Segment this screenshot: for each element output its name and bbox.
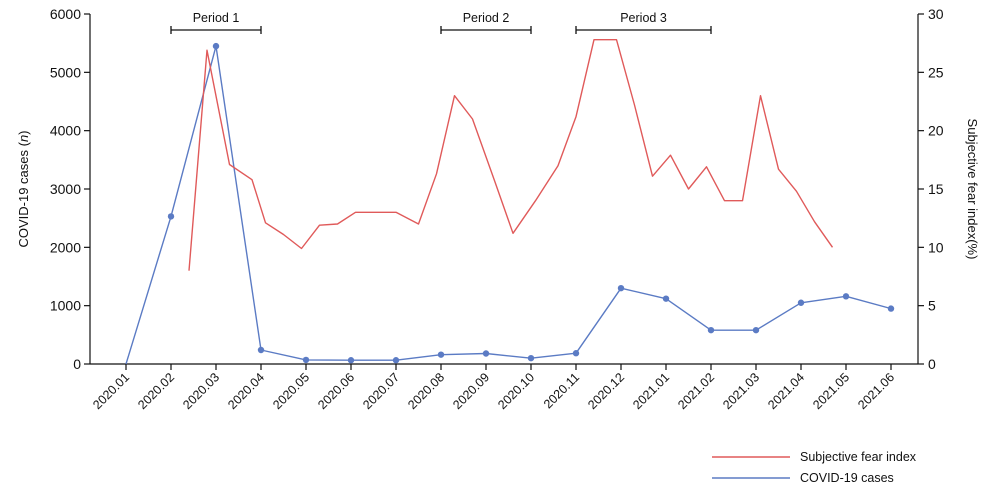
data-point: [527, 354, 535, 362]
y-left-tick-label: 1000: [50, 298, 81, 314]
y-left-tick-label: 5000: [50, 64, 81, 80]
x-tick-label: 2020.09: [450, 370, 492, 412]
y-right-axis: 0 5 10 15 20 25 30: [917, 6, 944, 372]
x-tick-label: 2020.01: [90, 370, 132, 412]
data-point: [482, 350, 490, 357]
x-tick-label: 2021.04: [765, 370, 807, 412]
x-tick-label: 2020.11: [541, 370, 582, 411]
period-brackets: Period 1 Period 2 Period 3: [170, 11, 712, 34]
data-point: [572, 350, 580, 357]
y-left-tick-label: 4000: [50, 123, 81, 139]
y-right-tick-label: 0: [928, 356, 936, 372]
x-tick-label: 2021.05: [810, 370, 852, 412]
data-point: [257, 346, 265, 354]
series-line-covid-cases: [125, 45, 892, 365]
period-label: Period 3: [620, 11, 667, 25]
data-point: [842, 293, 850, 300]
y-right-tick-label: 5: [928, 298, 936, 314]
y-left-tick-label: 6000: [50, 6, 81, 22]
y-left-tick-label: 3000: [50, 181, 81, 197]
x-tick-label: 2020.10: [495, 370, 537, 412]
legend: Subjective fear index COVID-19 cases: [712, 450, 917, 485]
y-left-axis: 0 1000 2000 3000 4000 5000 6000: [50, 6, 91, 372]
data-point: [437, 351, 445, 358]
x-tick-label: 2021.03: [720, 370, 762, 412]
y-right-tick-label: 15: [928, 181, 944, 197]
data-point: [707, 326, 715, 334]
x-tick-label: 2020.05: [270, 370, 312, 412]
y-left-axis-label: COVID-19 cases (n): [16, 130, 31, 247]
x-tick-label: 2021.02: [675, 370, 717, 412]
y-left-tick-label: 2000: [50, 239, 81, 255]
series-layer: [125, 39, 895, 365]
data-point: [617, 284, 625, 292]
x-tick-label: 2020.04: [225, 370, 267, 412]
legend-label-fear: Subjective fear index: [800, 450, 917, 464]
y-right-tick-label: 10: [928, 239, 944, 255]
data-point: [392, 357, 400, 364]
x-tick-label: 2021.01: [630, 370, 672, 412]
x-tick-label: 2020.03: [180, 370, 222, 412]
data-point: [347, 357, 355, 364]
legend-label-cases: COVID-19 cases: [800, 471, 894, 485]
y-right-tick-label: 20: [928, 123, 944, 139]
x-tick-label: 2020.06: [315, 370, 357, 412]
period-label: Period 1: [193, 11, 240, 25]
data-point: [797, 299, 805, 306]
x-tick-label: 2020.02: [135, 370, 177, 412]
data-point: [662, 295, 670, 302]
period-label: Period 2: [463, 11, 510, 25]
y-left-tick-label: 0: [73, 356, 81, 372]
y-right-tick-label: 25: [928, 64, 944, 80]
data-point: [302, 356, 310, 364]
x-tick-label: 2020.12: [585, 370, 627, 412]
x-axis: 2020.01 2020.02 2020.03 2020.04 2020.05 2020.…: [90, 363, 918, 412]
x-tick-label: 2020.08: [405, 370, 447, 412]
data-point: [167, 213, 175, 220]
x-tick-label: 2021.06: [855, 370, 897, 412]
y-right-tick-label: 30: [928, 6, 944, 22]
y-right-axis-label: Subjective fear index(%): [965, 119, 980, 260]
data-point: [212, 42, 220, 50]
series-line-fear-index: [188, 39, 834, 271]
data-point: [887, 305, 895, 312]
data-point: [752, 326, 760, 334]
x-tick-label: 2020.07: [360, 370, 402, 412]
